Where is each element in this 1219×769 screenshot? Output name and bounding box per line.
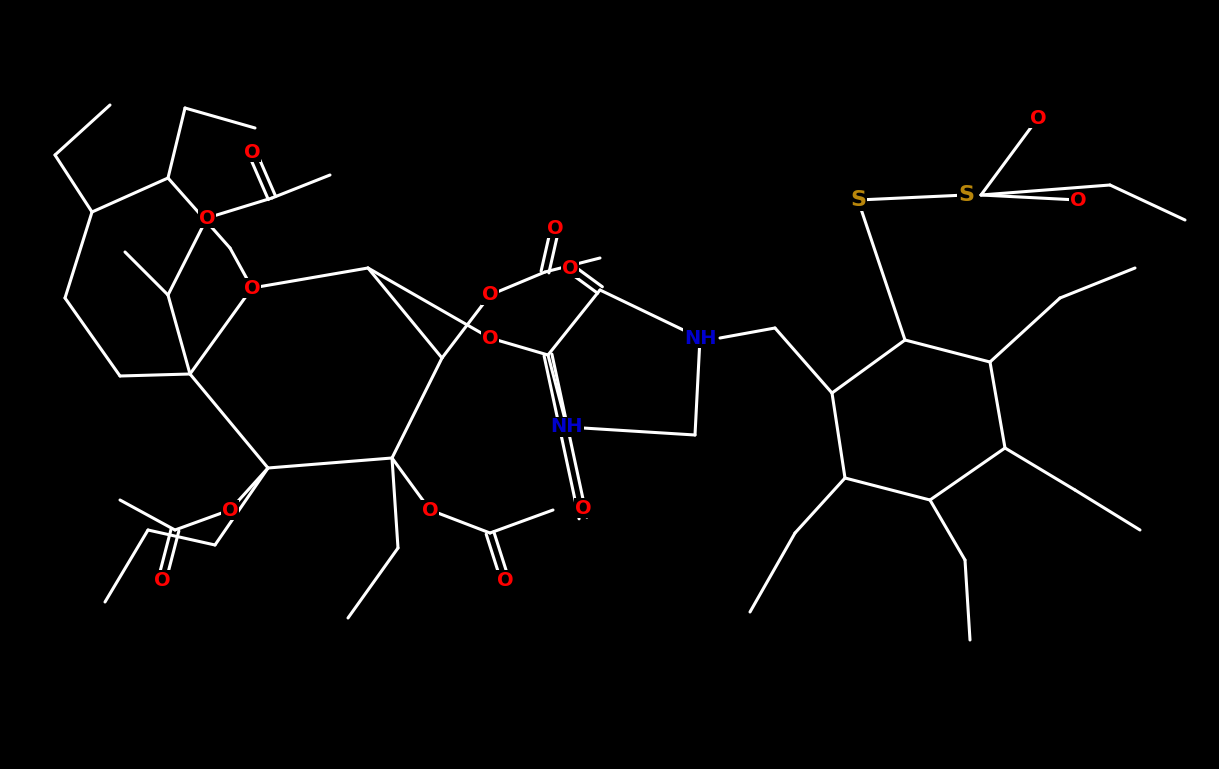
Text: O: O: [496, 571, 513, 590]
Text: S: S: [850, 190, 865, 210]
Text: O: O: [244, 278, 261, 298]
Text: O: O: [1030, 108, 1046, 128]
Text: O: O: [199, 208, 216, 228]
Text: O: O: [244, 142, 261, 161]
Text: O: O: [222, 501, 238, 520]
Text: O: O: [154, 571, 171, 590]
Text: O: O: [482, 285, 499, 305]
Text: NH: NH: [684, 328, 717, 348]
Text: O: O: [1070, 191, 1086, 209]
Text: NH: NH: [551, 418, 583, 437]
Text: O: O: [562, 258, 578, 278]
Text: O: O: [574, 498, 591, 518]
Text: O: O: [546, 218, 563, 238]
Text: S: S: [958, 185, 974, 205]
Text: O: O: [422, 501, 439, 520]
Text: O: O: [482, 328, 499, 348]
